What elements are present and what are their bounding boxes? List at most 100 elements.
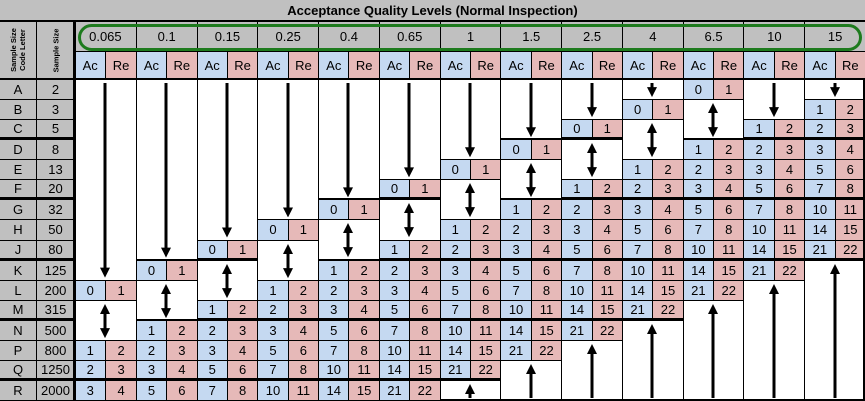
row-divider	[378, 239, 440, 241]
ac-value-cell: 7	[804, 180, 835, 201]
aql-level-header: 0.15	[196, 22, 258, 51]
ac-value-cell: 2	[500, 220, 531, 241]
row-divider	[257, 219, 319, 221]
re-value-cell: 1	[348, 200, 379, 221]
ac-value-cell: 2	[804, 120, 835, 141]
re-value-cell: 2	[287, 280, 319, 301]
ac-value-cell: 7	[682, 220, 714, 241]
re-value-cell: 8	[834, 180, 865, 201]
sample-size-cell: 32	[37, 200, 75, 221]
re-value-cell: 4	[591, 220, 622, 241]
ac-value-cell: 5	[743, 180, 774, 201]
ac-header: Ac	[196, 52, 227, 80]
re-value-cell: 22	[470, 360, 501, 381]
re-value-cell: 3	[530, 220, 562, 241]
row-divider	[135, 318, 197, 322]
ac-value-cell: 10	[621, 260, 653, 281]
row-divider	[500, 138, 562, 142]
code-letter-cell: Q	[0, 360, 37, 381]
ac-header: Ac	[682, 52, 714, 80]
re-header: Re	[287, 52, 319, 80]
row-divider	[75, 339, 136, 341]
ac-value-cell: 10	[257, 380, 288, 401]
re-value-cell: 6	[713, 200, 744, 221]
re-value-cell: 2	[348, 260, 379, 281]
code-letter-cell: B	[0, 100, 37, 121]
ac-header: Ac	[621, 52, 653, 80]
re-value-cell: 15	[470, 340, 501, 361]
sample-size-cell: 315	[37, 300, 75, 321]
ac-value-cell: 3	[621, 200, 653, 221]
aql-header-row: 0.065 0.1 0.15 0.25 0.4 0.65 1 1.5 2.5 4 6.5 10 15	[75, 22, 865, 52]
ac-value-cell: 0	[378, 180, 410, 201]
re-value-cell: 2	[470, 220, 501, 241]
row-divider	[75, 279, 136, 281]
ac-value-cell: 10	[743, 220, 774, 241]
ac-value-cell: 14	[621, 280, 653, 301]
ac-value-cell: 2	[318, 280, 349, 301]
re-value-cell: 4	[226, 340, 258, 361]
re-value-cell: 6	[470, 280, 501, 301]
ac-value-cell: 5	[621, 220, 653, 241]
column-divider	[318, 80, 320, 401]
ac-value-cell: 2	[682, 160, 714, 181]
ac-value-cell: 10	[318, 360, 349, 381]
ac-value-cell: 14	[318, 380, 349, 401]
ac-value-cell: 5	[318, 320, 349, 341]
ac-value-cell: 7	[743, 200, 774, 221]
sample-size-cell: 2	[37, 80, 75, 101]
re-value-cell: 15	[348, 380, 379, 401]
ac-value-cell: 3	[318, 300, 349, 321]
ac-value-cell: 0	[621, 100, 653, 121]
ac-value-cell: 14	[500, 320, 531, 341]
ac-value-cell: 2	[439, 240, 470, 261]
re-header: Re	[773, 52, 805, 80]
re-value-cell: 6	[591, 240, 622, 261]
aql-level-header: 6.5	[682, 22, 744, 51]
re-value-cell: 22	[409, 380, 440, 401]
re-value-cell: 1	[591, 120, 622, 141]
ac-value-cell: 5	[804, 160, 835, 181]
re-header: Re	[530, 52, 562, 80]
ac-value-cell: 5	[439, 280, 470, 301]
ac-value-cell: 1	[561, 180, 592, 201]
re-header: Re	[105, 52, 136, 80]
ac-value-cell: 7	[318, 340, 349, 361]
re-value-cell: 11	[773, 220, 805, 241]
re-value-cell: 4	[834, 140, 865, 161]
code-letter-cell: G	[0, 200, 37, 221]
sample-size-header-label: Sample Size	[51, 28, 60, 72]
ac-value-cell: 1	[621, 160, 653, 181]
ac-value-cell: 1	[196, 300, 227, 321]
aql-level-header: 2.5	[561, 22, 622, 51]
sample-size-cell: 3	[37, 100, 75, 121]
ac-value-cell: 0	[500, 140, 531, 161]
column-divider	[257, 80, 259, 401]
ac-value-cell: 0	[439, 160, 470, 181]
re-value-cell: 6	[348, 320, 379, 341]
re-value-cell: 4	[105, 380, 136, 401]
re-header: Re	[409, 52, 440, 80]
ac-value-cell: 14	[561, 300, 592, 321]
aql-level-header: 15	[804, 22, 865, 51]
code-letter-cell: K	[0, 260, 37, 281]
ac-value-cell: 1	[743, 120, 774, 141]
re-value-cell: 2	[166, 320, 197, 341]
aql-level-header: 4	[621, 22, 683, 51]
row-divider	[318, 198, 379, 202]
code-letter-cell: E	[0, 160, 37, 181]
re-value-cell: 4	[470, 260, 501, 281]
sample-size-cell: 50	[37, 220, 75, 241]
re-value-cell: 8	[713, 220, 744, 241]
ac-value-cell: 7	[561, 260, 592, 281]
ac-value-cell: 3	[135, 360, 167, 381]
ac-value-cell: 21	[621, 300, 653, 321]
ac-header: Ac	[257, 52, 288, 80]
ac-value-cell: 3	[500, 240, 531, 261]
re-value-cell: 2	[105, 340, 136, 361]
re-header: Re	[470, 52, 501, 80]
row-divider	[196, 239, 258, 241]
ac-value-cell: 5	[257, 340, 288, 361]
re-value-cell: 2	[713, 140, 744, 161]
re-value-cell: 15	[652, 280, 683, 301]
